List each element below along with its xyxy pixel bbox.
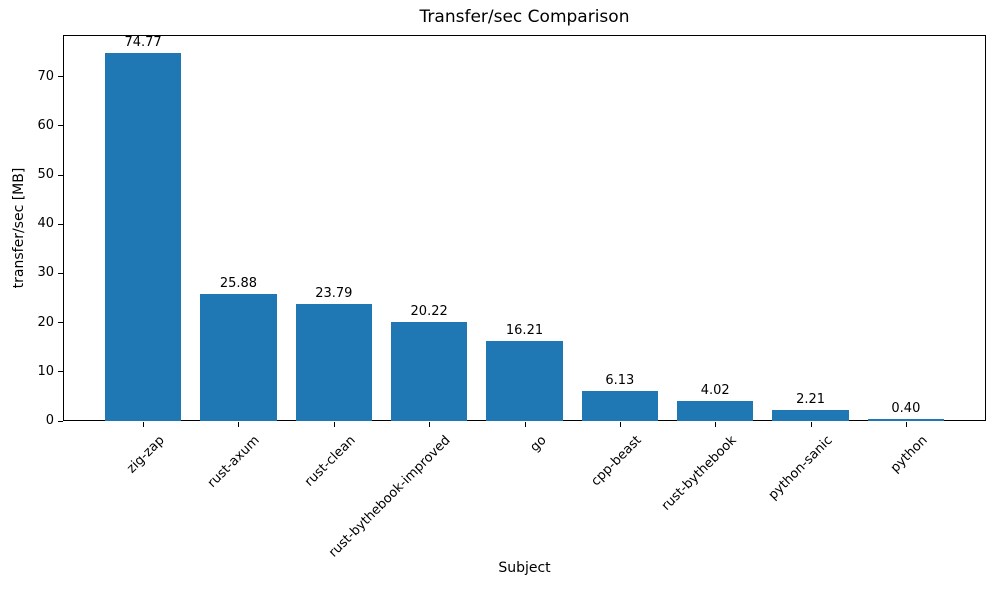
bar-value-label: 20.22 [410,303,448,319]
y-tick-label: 0 [45,413,54,428]
x-tick [238,422,240,427]
y-tick [58,420,63,422]
bar-rust-bythebook-improved [391,321,468,421]
bar-go [486,341,563,421]
x-axis-label: Subject [498,560,551,576]
bar-python [867,419,945,421]
bar-cpp-beast [581,390,658,421]
y-tick-label: 10 [37,363,54,379]
x-tick [905,422,907,427]
bar-rust-clean [295,304,372,421]
y-tick [58,174,63,176]
bar-value-label: 2.21 [796,392,826,408]
bar-python-sanic [772,410,849,421]
x-tick [810,422,812,427]
x-tick [715,422,717,427]
bar-value-label: 0.40 [891,401,921,417]
chart-title: Transfer/sec Comparison [419,7,630,27]
bar-rust-bythebook [677,401,754,421]
x-tick [619,422,621,427]
y-tick [58,371,63,373]
x-tick [143,422,145,427]
y-tick [58,322,63,324]
bar-rust-axum [200,293,277,421]
y-tick [58,76,63,78]
x-tick [429,422,431,427]
bar-value-label: 6.13 [605,372,635,388]
bar-value-label: 16.21 [505,323,544,339]
y-tick-label: 40 [37,216,54,232]
y-tick [58,272,63,274]
y-tick-label: 30 [37,265,54,281]
bar-value-label: 74.77 [124,35,162,51]
y-tick [58,125,63,127]
y-tick-label: 50 [37,167,54,183]
y-tick [58,223,63,225]
bar-value-label: 4.02 [700,383,730,399]
x-tick [333,422,335,427]
bar-value-label: 23.79 [315,286,353,302]
x-tick [524,422,526,427]
y-tick-label: 20 [37,314,54,330]
bar-value-label: 25.88 [219,275,258,291]
y-tick-label: 60 [37,117,54,133]
y-tick-label: 70 [37,68,54,84]
bar-zig-zap [104,53,182,421]
